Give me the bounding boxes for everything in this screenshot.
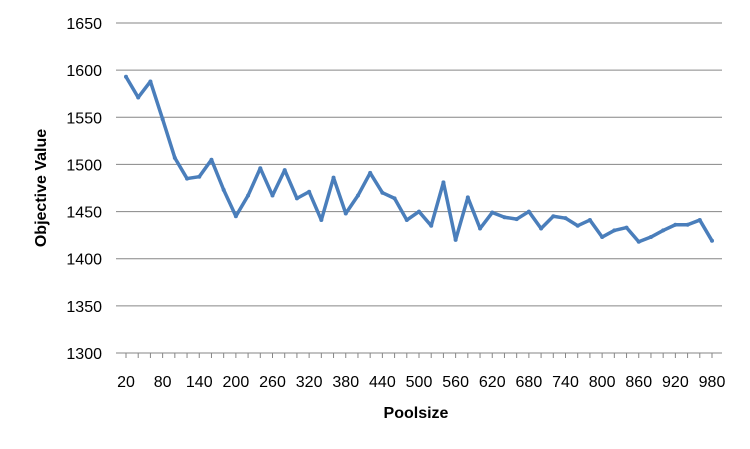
y-axis-label: Objective Value xyxy=(33,129,50,247)
data-point xyxy=(661,228,666,233)
data-point xyxy=(343,211,348,216)
x-tick-label: 860 xyxy=(625,374,652,391)
x-tick-label: 140 xyxy=(186,374,213,391)
data-point xyxy=(710,238,714,243)
data-point xyxy=(172,155,177,160)
x-tick-label: 200 xyxy=(223,374,250,391)
x-tick-label: 320 xyxy=(296,374,323,391)
data-point xyxy=(697,218,702,223)
x-tick-label: 920 xyxy=(662,374,689,391)
data-point xyxy=(319,218,324,223)
data-point xyxy=(453,237,458,242)
y-tick-label: 1550 xyxy=(66,110,102,127)
y-tick-label: 1600 xyxy=(66,63,102,80)
data-point xyxy=(258,166,263,171)
series-line xyxy=(124,74,714,244)
x-tick-label: 20 xyxy=(117,374,135,391)
data-point xyxy=(392,196,397,201)
x-tick-label: 560 xyxy=(442,374,469,391)
data-point xyxy=(294,196,299,201)
data-point xyxy=(636,239,641,244)
data-point xyxy=(612,228,617,233)
y-tick-label: 1350 xyxy=(66,299,102,316)
data-point xyxy=(246,193,251,198)
x-tick-label: 440 xyxy=(369,374,396,391)
data-point xyxy=(673,222,678,227)
data-point xyxy=(368,170,373,175)
x-axis-tick-labels: 20 80 140 200 260 320 380 440 500 560 620 680 740 800… xyxy=(117,353,725,391)
x-axis-label: Poolsize xyxy=(384,405,449,422)
x-tick-label: 260 xyxy=(259,374,286,391)
data-point xyxy=(587,218,592,223)
data-point xyxy=(185,176,190,181)
data-point xyxy=(282,168,287,173)
data-point xyxy=(124,74,128,79)
x-tick-label: 980 xyxy=(699,374,726,391)
x-tick-label: 680 xyxy=(516,374,543,391)
data-point xyxy=(221,187,226,192)
data-point xyxy=(551,214,556,219)
x-tick-label: 620 xyxy=(479,374,506,391)
data-point xyxy=(270,193,275,198)
data-point xyxy=(404,218,409,223)
data-point xyxy=(539,226,544,231)
data-point xyxy=(441,180,446,185)
x-tick-label: 740 xyxy=(552,374,579,391)
data-point xyxy=(331,175,336,180)
data-point xyxy=(233,214,238,219)
data-point xyxy=(307,189,312,194)
x-tick-label: 80 xyxy=(154,374,172,391)
x-tick-label: 380 xyxy=(332,374,359,391)
x-tick-label: 800 xyxy=(589,374,616,391)
data-point xyxy=(478,226,483,231)
data-point xyxy=(209,157,214,162)
data-point xyxy=(624,225,629,230)
data-point xyxy=(600,235,605,240)
y-tick-label: 1500 xyxy=(66,157,102,174)
data-point xyxy=(380,190,385,195)
data-point xyxy=(514,217,519,222)
x-tick-label: 500 xyxy=(406,374,433,391)
y-axis-tick-labels: 1300 1350 1400 1450 1500 1550 1600 1650 xyxy=(66,16,102,363)
series-group xyxy=(124,74,714,244)
data-point xyxy=(429,223,434,228)
data-point xyxy=(526,209,531,214)
data-point xyxy=(197,174,202,179)
data-point xyxy=(148,79,153,84)
data-point xyxy=(575,223,580,228)
data-point xyxy=(417,209,421,214)
data-point xyxy=(648,235,653,240)
data-point xyxy=(136,95,141,100)
data-point xyxy=(685,222,690,227)
data-point xyxy=(502,215,507,220)
y-tick-label: 1400 xyxy=(66,252,102,269)
data-point xyxy=(355,193,360,198)
data-point xyxy=(563,216,568,221)
data-point xyxy=(465,195,470,200)
y-tick-label: 1450 xyxy=(66,205,102,222)
data-point xyxy=(160,117,165,122)
data-point xyxy=(490,210,495,215)
y-tick-label: 1300 xyxy=(66,346,102,363)
y-tick-label: 1650 xyxy=(66,16,102,33)
